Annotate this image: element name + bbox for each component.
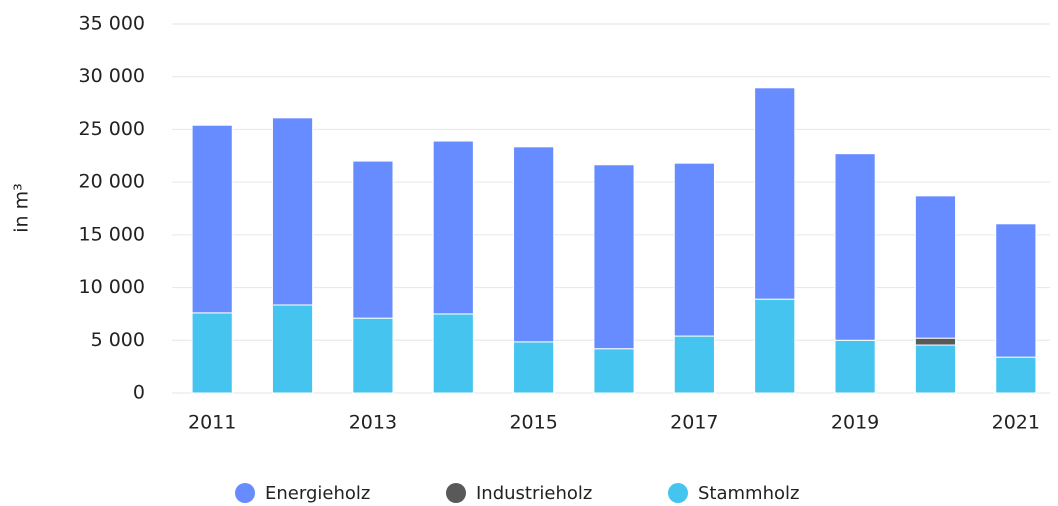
x-tick-label: 2011 <box>188 412 236 434</box>
bar-segment <box>995 223 1037 358</box>
y-tick-label: 25 000 <box>79 118 145 140</box>
bar-segment <box>513 341 555 394</box>
bar-segment <box>834 153 876 341</box>
bar-segment <box>995 356 1037 394</box>
bar-segment <box>593 164 635 350</box>
bar-segment <box>352 160 394 319</box>
bar-segment <box>513 146 555 343</box>
y-tick-label: 15 000 <box>79 223 145 245</box>
y-tick-label: 5 000 <box>91 329 145 351</box>
y-tick-label: 30 000 <box>79 65 145 87</box>
bar-segment <box>191 312 233 394</box>
x-tick-label: 2021 <box>992 412 1040 434</box>
bar-segment <box>673 162 715 337</box>
bar-segment <box>754 87 796 300</box>
y-tick-label: 20 000 <box>79 171 145 193</box>
bar-segment <box>673 335 715 394</box>
bar-segment <box>432 140 474 315</box>
x-tick-label: 2015 <box>509 412 557 434</box>
legend: Energieholz Industrieholz Stammholz <box>235 483 799 504</box>
bar-segment <box>593 348 635 394</box>
bar-segment <box>834 339 876 394</box>
bar-segment <box>271 304 314 394</box>
y-tick-label: 0 <box>133 382 145 404</box>
legend-swatch <box>235 483 255 503</box>
bar-segment <box>352 317 394 394</box>
y-axis-label: in m³ <box>11 183 33 233</box>
bar-segment <box>271 117 314 306</box>
bar-segment <box>191 124 233 314</box>
legend-swatch <box>668 483 688 503</box>
x-tick-label: 2013 <box>349 412 397 434</box>
legend-label: Energieholz <box>265 483 370 504</box>
bar-segment <box>914 344 957 394</box>
legend-label: Industrieholz <box>476 483 592 504</box>
y-tick-label: 35 000 <box>79 13 145 35</box>
y-tick-label: 10 000 <box>79 276 145 298</box>
legend-label: Stammholz <box>698 483 799 504</box>
x-tick-label: 2019 <box>831 412 879 434</box>
bar-segment <box>754 298 796 394</box>
bar-segment <box>914 337 957 346</box>
bar-segment <box>432 313 474 394</box>
x-tick-label: 2017 <box>670 412 718 434</box>
bar-segment <box>914 195 957 339</box>
legend-swatch <box>446 483 466 503</box>
